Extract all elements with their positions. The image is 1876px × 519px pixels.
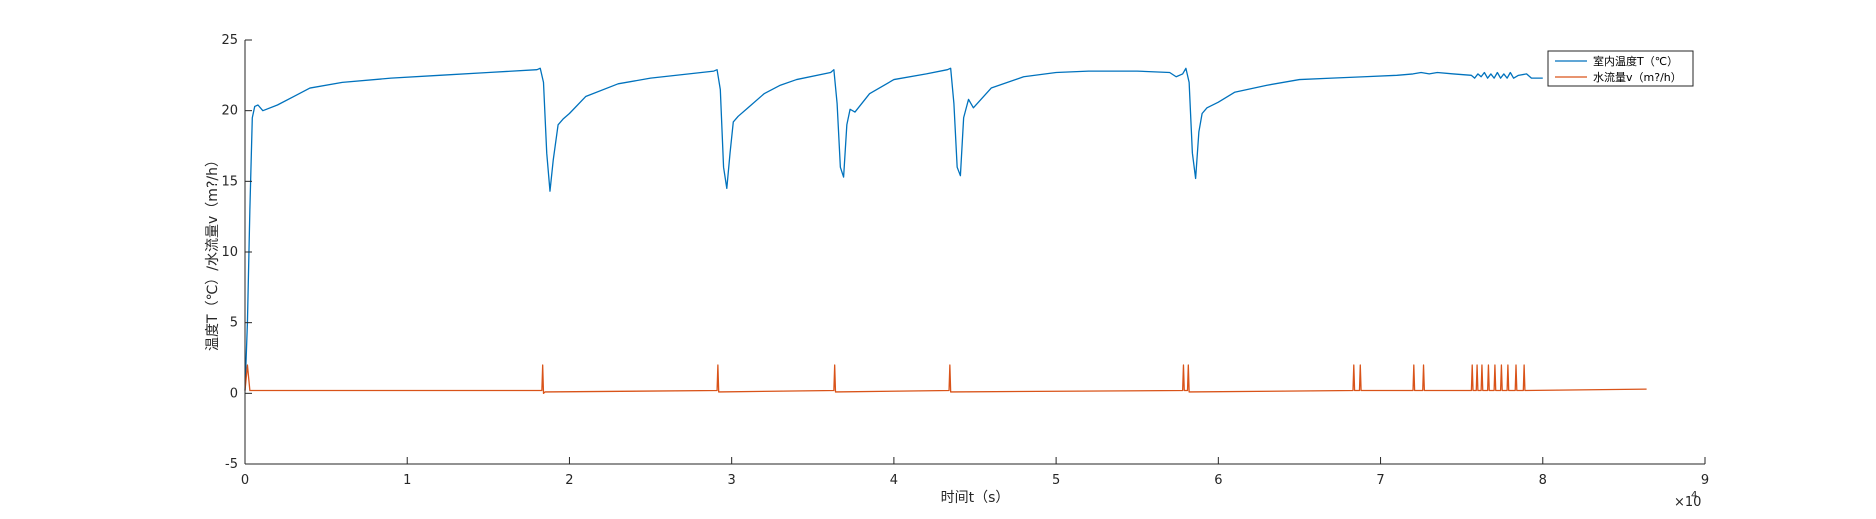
x-tick-label: 8 (1539, 473, 1547, 488)
legend-label-series1: 室内温度T（℃） (1593, 54, 1678, 68)
y-tick-label: 15 (221, 174, 238, 189)
y-tick-label: 20 (221, 104, 238, 119)
x-tick-label: 5 (1052, 473, 1060, 488)
x-exponent-label: ×10 4 (1674, 490, 1701, 510)
x-tick-label: 2 (565, 473, 573, 488)
x-ticks: 0 1 2 3 4 5 6 7 8 9 (241, 457, 1709, 488)
x-tick-label: 6 (1214, 473, 1222, 488)
y-tick-label: 5 (230, 316, 238, 331)
legend-label-series2: 水流量v（m?/h） (1593, 70, 1682, 84)
x-tick-label: 3 (728, 473, 736, 488)
y-tick-label: 0 (230, 386, 238, 401)
x-tick-label: 0 (241, 473, 249, 488)
y-ticks: -5 0 5 10 15 20 25 (221, 33, 252, 472)
series-layer (244, 67, 1647, 394)
x-axis-title: 时间t（s） (941, 490, 1010, 506)
x-exponent-power: 4 (1691, 490, 1697, 501)
x-tick-label: 4 (890, 473, 898, 488)
series-line-water-flow (244, 364, 1647, 394)
y-axis-title: 温度T（℃）/水流量v（m?/h） (205, 153, 221, 351)
series-line-indoor-temperature (244, 67, 1543, 391)
legend-box (1547, 50, 1694, 87)
y-tick-label: -5 (225, 457, 238, 472)
y-tick-label: 25 (221, 33, 238, 48)
y-tick-label: 10 (221, 245, 238, 260)
x-tick-label: 1 (403, 473, 411, 488)
x-tick-label: 9 (1701, 473, 1709, 488)
x-exponent-base: ×10 (1674, 495, 1701, 510)
x-tick-label: 7 (1376, 473, 1384, 488)
legend: 室内温度T（℃） 水流量v（m?/h） (1547, 50, 1694, 87)
